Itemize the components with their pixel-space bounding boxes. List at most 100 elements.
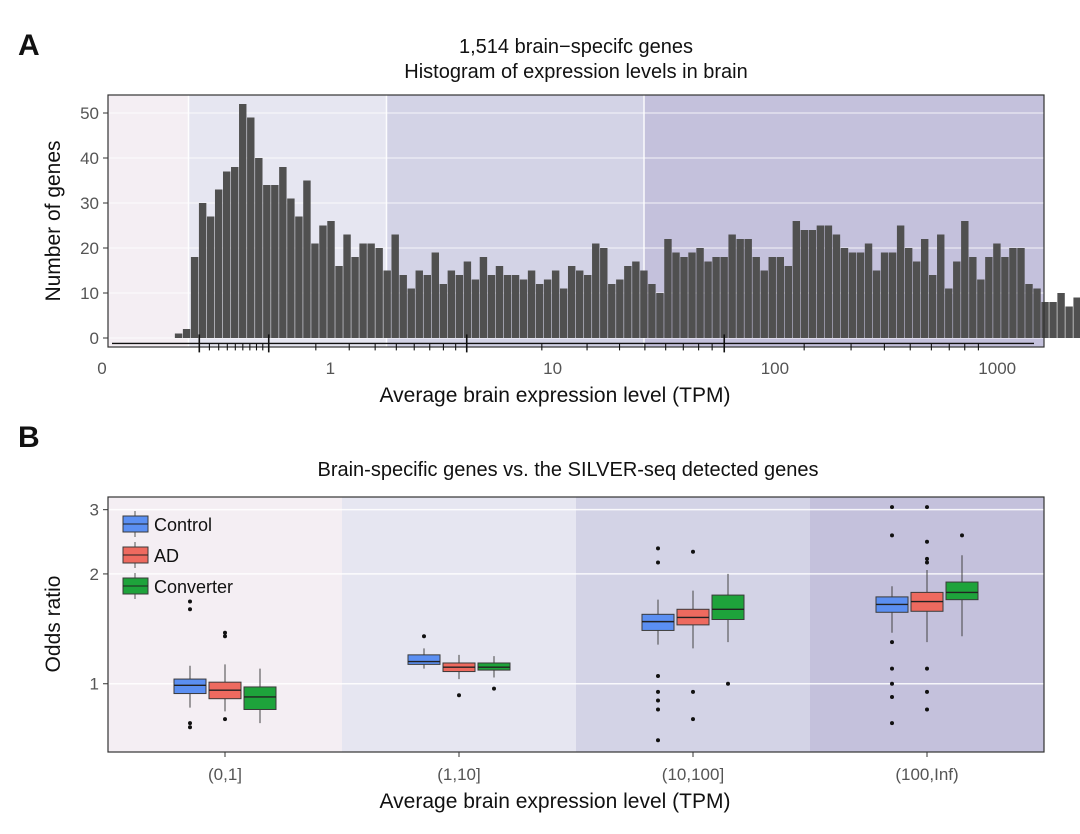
histogram-bar (399, 275, 407, 338)
histogram-bar (752, 257, 760, 338)
histogram-bar (680, 257, 688, 338)
y-tick-label: 3 (90, 501, 99, 520)
histogram-bar (929, 275, 937, 338)
legend-label-ad: AD (154, 546, 179, 566)
outlier-point (925, 505, 929, 510)
histogram-bar (985, 257, 993, 338)
histogram-bar (367, 243, 375, 338)
histogram-bar (174, 333, 183, 338)
histogram-bar (937, 234, 945, 338)
legend: Control AD Converter (122, 511, 233, 599)
box (945, 581, 979, 601)
y-tick-label: 10 (80, 284, 99, 303)
histogram-bar (824, 225, 833, 338)
boxplot-converter-3 (711, 573, 745, 686)
histogram-bar (535, 284, 544, 338)
histogram-bar (800, 230, 809, 338)
boxplot-control-4 (875, 505, 909, 726)
outlier-point (223, 717, 227, 722)
histogram-bar (351, 257, 359, 338)
histogram-bar (287, 198, 295, 338)
panel-a-title-line-2: Histogram of expression levels in brain (404, 61, 748, 83)
histogram-bar (872, 270, 881, 338)
histogram-bar (198, 203, 207, 338)
histogram-bar (977, 279, 985, 338)
outlier-point (890, 681, 894, 686)
histogram-bar (920, 239, 929, 338)
histogram-bar (728, 234, 736, 338)
boxplot-converter-1 (243, 668, 277, 724)
outlier-point (925, 539, 929, 544)
histogram-bar (600, 248, 608, 338)
outlier-point (457, 693, 461, 698)
x-tick-label: (10,100] (662, 765, 724, 784)
histogram-bar (279, 167, 287, 338)
histogram-bar (439, 284, 448, 338)
histogram-bar (816, 225, 825, 338)
histogram-bar (656, 293, 664, 338)
histogram-bar (848, 252, 857, 338)
outlier-point (925, 556, 929, 561)
histogram-bar (993, 243, 1001, 338)
boxplot-converter-4 (945, 533, 979, 637)
outlier-point (726, 681, 730, 686)
histogram-bar (463, 261, 472, 338)
panel-b-x-axis-title: Average brain expression level (TPM) (380, 790, 731, 813)
histogram-bar (1065, 306, 1073, 338)
legend-label-converter: Converter (154, 577, 233, 597)
histogram-bar (423, 275, 431, 338)
histogram-bar (856, 252, 865, 338)
histogram-bar (624, 266, 632, 338)
histogram-bar (776, 257, 784, 338)
histogram-bar (912, 261, 921, 338)
outlier-point (656, 738, 660, 743)
histogram-bar (255, 158, 263, 338)
outlier-point (925, 707, 929, 712)
histogram-bar (896, 225, 905, 338)
outlier-point (188, 721, 192, 726)
y-tick-label: 20 (80, 239, 99, 258)
histogram-bar (239, 104, 247, 338)
histogram-bar (768, 257, 776, 338)
outlier-point (890, 533, 894, 538)
x-tick-label: (0,1] (208, 765, 242, 784)
histogram-bar (888, 252, 897, 338)
histogram-bar (263, 185, 271, 338)
histogram-bar (247, 117, 255, 338)
outlier-point (890, 640, 894, 645)
box (641, 613, 675, 631)
panel-b-title: Brain-specific genes vs. the SILVER-seq … (317, 459, 818, 481)
histogram-bar (696, 248, 704, 338)
panel-a-letter: A (18, 29, 40, 62)
panel-b: B Brain-specific genes vs. the SILVER-se… (18, 421, 1045, 813)
background-region-1 (108, 95, 189, 347)
histogram-bar (447, 270, 456, 338)
histogram-bar (1041, 302, 1049, 338)
histogram-bar (495, 266, 504, 338)
outlier-point (925, 560, 929, 565)
outlier-point (691, 549, 695, 554)
outlier-point (656, 689, 660, 694)
outlier-point (188, 607, 192, 612)
histogram-bar (271, 185, 279, 338)
panel-a: A 1,514 brain−specifc genes Histogram of… (18, 29, 1080, 407)
outlier-point (890, 694, 894, 699)
histogram-bar (182, 329, 191, 338)
box (243, 686, 277, 710)
panel-a-title-line-1: 1,514 brain−specifc genes (459, 36, 693, 58)
histogram-bar (487, 275, 496, 338)
histogram-bar (608, 284, 616, 338)
outlier-point (691, 689, 695, 694)
histogram-bar (503, 275, 512, 338)
legend-label-control: Control (154, 515, 212, 535)
histogram-bar (904, 248, 913, 338)
histogram-bar (319, 225, 327, 338)
panel-b-x-axis: (0,1] (1,10] (10,100] (100,Inf) (208, 752, 959, 784)
histogram-bar (584, 275, 592, 338)
outlier-point (656, 560, 660, 565)
x-tick-label: 0 (97, 359, 106, 378)
histogram-bar (648, 284, 656, 338)
histogram-bar (712, 257, 720, 338)
box (407, 654, 441, 665)
